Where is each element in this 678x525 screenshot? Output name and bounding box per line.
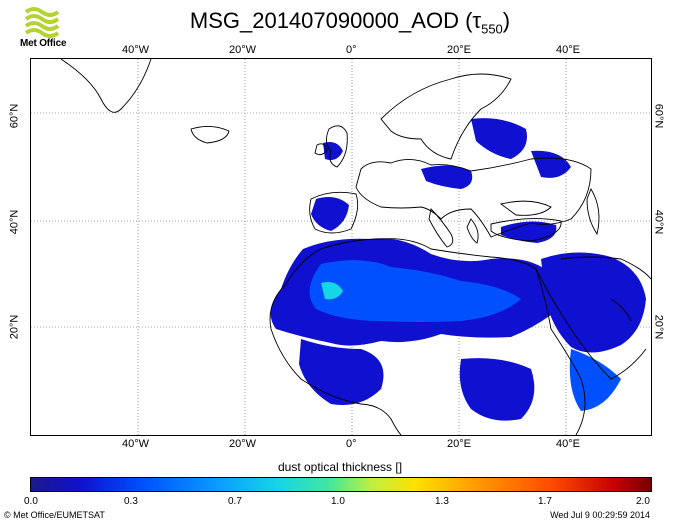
aod-region-scandinavia (471, 118, 527, 159)
coastlines (60, 58, 652, 436)
colorbar-tick: 0.7 (228, 496, 242, 507)
lon-label-top: 40°W (122, 44, 150, 56)
lon-label-bottom: 20°E (447, 438, 471, 450)
map-title: MSG_201407090000_AOD (τ550) (189, 8, 511, 37)
timestamp: Wed Jul 9 00:29:59 2014 (550, 510, 650, 520)
aod-map (30, 58, 652, 436)
lat-label-left: 60°N (8, 103, 21, 129)
aod-region-europe (421, 165, 473, 189)
lon-label-top: 20°W (229, 44, 257, 56)
colorbar-tick: 2.0 (636, 496, 650, 507)
credit-text: © Met Office/EUMETSAT (4, 510, 105, 520)
met-office-logo (20, 4, 90, 50)
lat-label-left: 40°N (8, 209, 21, 235)
lon-label-bottom: 20°W (229, 438, 257, 450)
lon-label-bottom: 40°W (122, 438, 150, 450)
aod-field (270, 118, 646, 421)
lon-label-bottom: 0° (346, 438, 357, 450)
colorbar-tick: 1.3 (435, 496, 449, 507)
colorbar-tick: 0.0 (24, 496, 38, 507)
aod-region-arabia-south (569, 349, 621, 411)
aod-region-sahel (299, 339, 384, 405)
aod-region-turkey (501, 221, 557, 243)
lat-label-right: 20°N (652, 314, 665, 340)
map-canvas (31, 58, 652, 436)
aod-region-horn (459, 358, 535, 421)
aod-region-arabia (541, 252, 646, 353)
colorbar (30, 477, 652, 492)
lat-label-right: 40°N (652, 209, 665, 235)
colorbar-tick: 0.3 (124, 496, 138, 507)
colorbar-tick: 1.7 (538, 496, 552, 507)
lon-label-top: 40°E (556, 44, 580, 56)
aod-region-eastern-europe (531, 150, 571, 178)
lon-label-top: 20°E (447, 44, 471, 56)
aod-region-west-coast (321, 282, 343, 300)
lat-label-right: 60°N (652, 103, 665, 129)
lon-label-top: 0° (346, 44, 357, 56)
colorbar-label: dust optical thickness [] (277, 460, 403, 474)
aod-region-iberia (311, 197, 349, 231)
colorbar-tick: 1.0 (331, 496, 345, 507)
logo-text: Met Office (20, 38, 67, 49)
lat-label-left: 20°N (8, 314, 21, 340)
lon-label-bottom: 40°E (556, 438, 580, 450)
aod-region-britain (323, 142, 343, 160)
aod-region-sahara-core (309, 260, 521, 322)
